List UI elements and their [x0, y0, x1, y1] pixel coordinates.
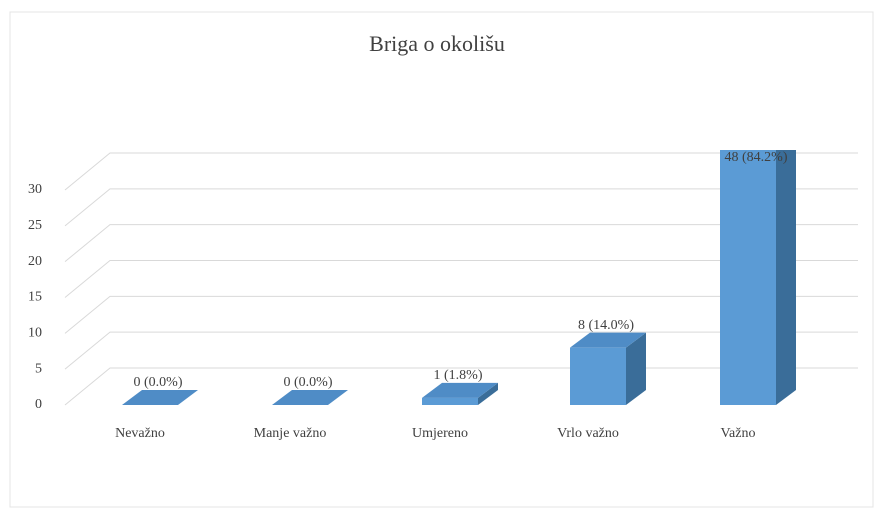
x-tick-label: Umjereno [412, 426, 468, 441]
chart-frame [9, 11, 874, 508]
bar-top [122, 390, 198, 405]
data-label: 8 (14.0%) [578, 318, 634, 333]
y-tick-label: 30 [28, 182, 42, 197]
data-label: 1 (1.8%) [434, 368, 483, 383]
x-tick-label: Vrlo važno [557, 426, 619, 441]
grid-line [64, 331, 858, 370]
x-tick-label: Manje važno [254, 426, 327, 441]
bar [570, 332, 646, 405]
x-tick-label: Važno [721, 426, 756, 441]
bar-side [626, 332, 646, 405]
bar-side [776, 150, 796, 405]
y-tick-label: 0 [35, 397, 42, 412]
bar-side [478, 382, 498, 405]
y-tick-label: 10 [28, 326, 42, 341]
grid-line [64, 295, 858, 334]
bar-top [422, 382, 498, 398]
bar-front [422, 397, 478, 405]
data-label: 48 (84.2%) [725, 150, 788, 165]
bar-top [720, 46, 796, 61]
bar [422, 382, 498, 405]
grid-line [64, 224, 858, 263]
bar [272, 390, 348, 405]
grid-line [64, 260, 858, 298]
y-tick-label: 20 [28, 254, 42, 269]
grid-line [64, 152, 858, 191]
chart-title: Briga o okolišu [369, 31, 505, 56]
data-label: 0 (0.0%) [134, 375, 183, 390]
data-label: 0 (0.0%) [284, 375, 333, 390]
bar [122, 390, 198, 405]
bar-top [272, 390, 348, 405]
x-tick-label: Nevažno [115, 426, 165, 441]
y-tick-label: 25 [28, 218, 42, 233]
bar-front [720, 150, 776, 405]
bar-top [570, 332, 646, 348]
y-tick-label: 15 [28, 290, 42, 305]
y-tick-label: 5 [35, 361, 42, 376]
grid-line [64, 188, 858, 227]
bar [720, 46, 796, 405]
bar-front [570, 347, 626, 405]
